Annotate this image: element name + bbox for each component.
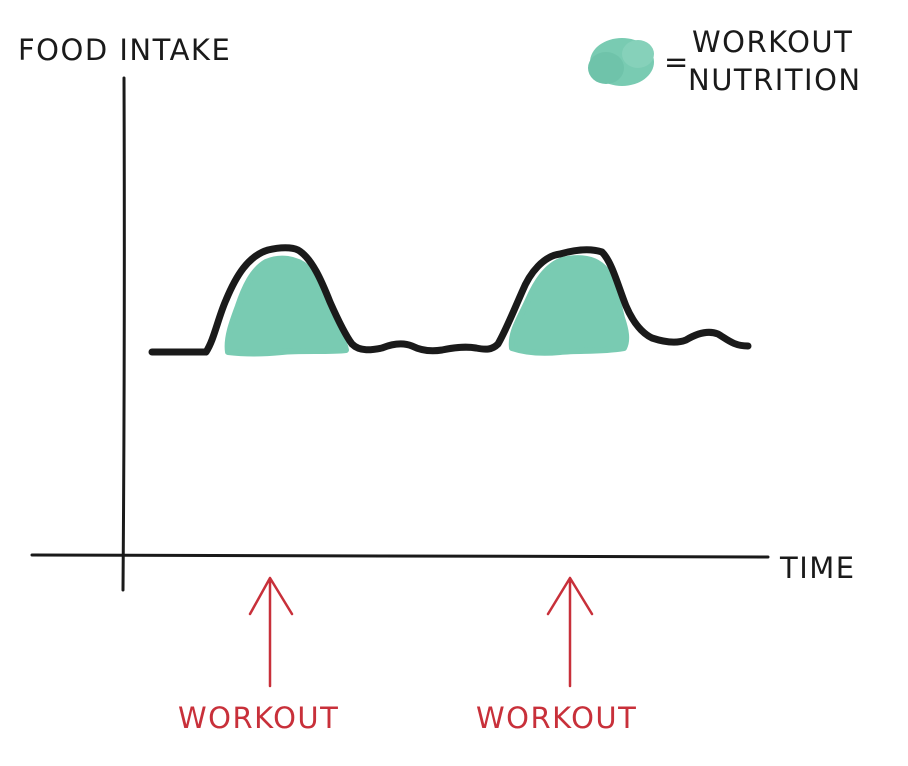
up-arrow-icon: [248, 576, 294, 688]
y-axis-line: [121, 76, 126, 592]
x-axis-label: TIME: [779, 551, 856, 585]
legend-label-line1: WORKOUT: [692, 25, 853, 59]
workout-marker-2: WORKOUT: [476, 576, 637, 735]
workout-label: WORKOUT: [178, 701, 339, 735]
workout-label: WORKOUT: [476, 701, 637, 735]
up-arrow-icon: [546, 576, 594, 688]
y-axis-label: FOOD INTAKE: [18, 33, 231, 67]
x-axis-line: [30, 553, 770, 559]
legend-label-line2: NUTRITION: [688, 63, 862, 97]
legend-swatch: [588, 38, 654, 86]
workout-marker-1: WORKOUT: [178, 576, 339, 735]
legend-equals: =: [664, 45, 690, 79]
nutrition-area-2: [508, 255, 630, 356]
food-intake-curve: [148, 244, 752, 356]
